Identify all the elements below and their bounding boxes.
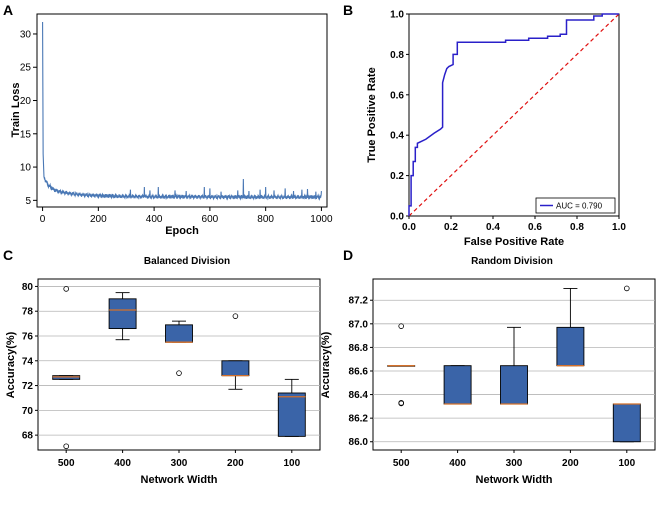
chart-a-ytick-label: 5 bbox=[25, 196, 31, 207]
chart-d-box bbox=[556, 326, 585, 367]
chart-a-frame bbox=[36, 13, 328, 208]
chart-d-title: Random Division bbox=[471, 256, 553, 267]
chart-b-xtick-label: 0.2 bbox=[444, 222, 458, 233]
chart-c-balanced: Balanced Division 68 70 72 74 76 78 80 500 400 30… bbox=[5, 256, 321, 486]
chart-a-ylabel: Train Loss bbox=[10, 82, 22, 137]
chart-c-xtick-label: 400 bbox=[114, 458, 131, 469]
chart-c-ytick-label: 70 bbox=[22, 406, 34, 417]
chart-b-roc-curve bbox=[408, 13, 619, 216]
chart-d-ytick-label: 86.6 bbox=[349, 366, 369, 377]
chart-c-xtick-label: 300 bbox=[171, 458, 188, 469]
chart-c-ytick-label: 80 bbox=[22, 282, 34, 293]
chart-b-xtick-label: 1.0 bbox=[612, 222, 626, 233]
chart-c-ytick-label: 74 bbox=[22, 356, 34, 367]
chart-d-xlabel: Network Width bbox=[476, 474, 553, 486]
chart-c-ytick-label: 76 bbox=[22, 332, 34, 343]
chart-a-ytick-label: 15 bbox=[20, 129, 32, 140]
chart-d-box bbox=[443, 365, 472, 405]
chart-a-xtick-label: 600 bbox=[202, 214, 219, 225]
chart-c-xtick-label: 200 bbox=[227, 458, 244, 469]
panel-letter-a: A bbox=[3, 2, 13, 18]
chart-c-ylabel: Accuracy(%) bbox=[5, 331, 17, 398]
chart-d-xtick-label: 500 bbox=[393, 458, 410, 469]
chart-a-train-loss: 0 200 400 600 800 1000 5 10 15 20 25 30 Epoch Train… bbox=[10, 13, 333, 237]
chart-c-ytick-label: 78 bbox=[22, 307, 34, 318]
chart-c-outlier bbox=[63, 286, 69, 292]
chart-d-box bbox=[612, 403, 641, 443]
chart-d-xtick-label: 400 bbox=[449, 458, 466, 469]
chart-c-box bbox=[108, 298, 137, 330]
chart-a-xlabel: Epoch bbox=[165, 225, 199, 237]
chart-b-xlabel: False Positive Rate bbox=[464, 236, 564, 248]
chart-a-ytick-label: 30 bbox=[20, 29, 32, 40]
chart-b-ylabel: True Positive Rate bbox=[366, 67, 378, 162]
panel-letter-b: B bbox=[343, 2, 353, 18]
chart-b-legend-label: AUC = 0.790 bbox=[556, 202, 603, 211]
chart-d-ytick-label: 86.8 bbox=[349, 343, 369, 354]
chart-d-xtick-label: 100 bbox=[618, 458, 635, 469]
panel-letter-d: D bbox=[343, 247, 353, 263]
chart-c-outlier bbox=[232, 313, 239, 319]
chart-b-roc: 0.0 0.2 0.4 0.6 0.8 1.0 0.0 0.2 0.4 0.6 0.8 1.0 AUC… bbox=[366, 10, 626, 249]
chart-b-legend: AUC = 0.790 bbox=[535, 197, 616, 214]
chart-d-outlier bbox=[398, 323, 405, 329]
chart-c-box bbox=[221, 360, 250, 377]
chart-d-ytick-label: 86.2 bbox=[349, 414, 369, 425]
chart-a-ytick-label: 25 bbox=[20, 63, 32, 74]
chart-b-xtick-label: 0.6 bbox=[528, 222, 542, 233]
chart-b-frame bbox=[408, 13, 620, 217]
chart-c-box bbox=[165, 324, 193, 343]
chart-b-ytick-label: 0.6 bbox=[390, 90, 404, 101]
chart-d-outlier bbox=[398, 400, 405, 406]
chart-d-ytick-label: 87.2 bbox=[349, 296, 369, 307]
chart-b-ytick-label: 0.8 bbox=[390, 50, 404, 61]
chart-c-xtick-label: 500 bbox=[58, 458, 75, 469]
chart-c-ytick-label: 68 bbox=[22, 431, 34, 442]
chart-d-box bbox=[500, 365, 528, 405]
panel-letter-c: C bbox=[3, 247, 13, 263]
chart-a-xtick-label: 400 bbox=[146, 214, 163, 225]
chart-b-xtick-label: 0.8 bbox=[570, 222, 584, 233]
chart-b-xtick-label: 0.4 bbox=[486, 222, 500, 233]
chart-d-ytick-label: 86.4 bbox=[349, 390, 369, 401]
chart-d-random: Random Division 86.0 86.2 86.4 86.6 86.8 87.0… bbox=[320, 256, 656, 486]
chart-c-box bbox=[277, 392, 306, 437]
chart-a-ytick-label: 20 bbox=[20, 96, 32, 107]
chart-a-xtick-label: 800 bbox=[257, 214, 274, 225]
chart-d-ytick-label: 87.0 bbox=[349, 319, 369, 330]
chart-b-chance-line bbox=[408, 13, 620, 217]
chart-c-outlier bbox=[176, 370, 182, 376]
chart-c-xlabel: Network Width bbox=[141, 474, 218, 486]
chart-d-xtick-label: 300 bbox=[506, 458, 523, 469]
chart-c-title: Balanced Division bbox=[144, 256, 230, 267]
chart-b-ytick-label: 1.0 bbox=[390, 10, 404, 21]
chart-a-xtick-label: 0 bbox=[40, 214, 46, 225]
chart-a-xtick-label: 200 bbox=[90, 214, 107, 225]
chart-c-outlier bbox=[63, 443, 69, 450]
chart-d-ylabel: Accuracy(%) bbox=[320, 331, 332, 398]
chart-a-loss-line bbox=[42, 21, 322, 202]
chart-d-outlier bbox=[623, 285, 630, 292]
chart-c-xtick-label: 100 bbox=[283, 458, 300, 469]
chart-c-frame bbox=[37, 278, 321, 451]
chart-b-ytick-label: 0.0 bbox=[390, 212, 404, 223]
chart-a-xtick-label: 1000 bbox=[310, 214, 333, 225]
chart-d-xtick-label: 200 bbox=[562, 458, 579, 469]
chart-b-ytick-label: 0.4 bbox=[390, 131, 404, 142]
chart-c-ytick-label: 72 bbox=[22, 381, 34, 392]
chart-d-ytick-label: 86.0 bbox=[349, 437, 369, 448]
chart-b-legend-box bbox=[535, 197, 616, 214]
chart-b-ytick-label: 0.2 bbox=[390, 171, 404, 182]
chart-a-ytick-label: 10 bbox=[20, 163, 32, 174]
chart-b-xtick-label: 0.0 bbox=[402, 222, 416, 233]
